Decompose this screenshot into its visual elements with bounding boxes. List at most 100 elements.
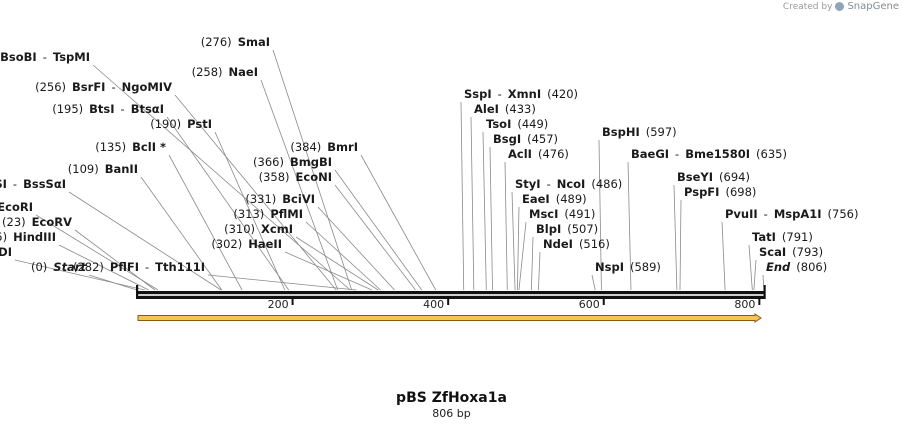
enzyme-name: EcoRI — [0, 200, 33, 214]
site-label-486[interactable]: StyI - NcoI (486) — [515, 177, 622, 191]
site-label-694[interactable]: BseYI (694) — [677, 170, 750, 184]
site-label-793[interactable]: ScaI (793) — [759, 245, 823, 259]
enzyme-name: BsrFI — [72, 80, 105, 94]
site-label-195[interactable]: (195) BtsI - BtsαI — [52, 102, 164, 116]
site-position: (384) — [290, 140, 321, 154]
site-label-384[interactable]: (384) BmrI — [290, 140, 358, 154]
site-position: (358) — [259, 170, 290, 184]
site-label-489[interactable]: EaeI (489) — [522, 192, 587, 206]
insert-feature-arrow[interactable] — [137, 313, 762, 323]
site-label-274[interactable]: (274)AvaI-XmaI-BsoBI-TspMI — [0, 50, 90, 64]
site-label-806[interactable]: End (806) — [766, 260, 827, 274]
site-label-10[interactable]: (10)ClaI-BspDI — [0, 245, 12, 259]
site-leader-lines — [14, 49, 765, 291]
site-position: (135) — [95, 140, 126, 154]
site-label-698[interactable]: PspFI (698) — [684, 185, 756, 199]
site-label-491[interactable]: MscI (491) — [529, 207, 595, 221]
site-label-597[interactable]: BspHI (597) — [602, 125, 677, 139]
site-label-0[interactable]: (0) Start — [31, 260, 87, 274]
leader-line-491 — [518, 221, 527, 291]
site-label-516[interactable]: NdeI (516) — [543, 237, 610, 251]
site-label-420[interactable]: SspI - XmnI (420) — [464, 87, 578, 101]
leader-line-589 — [591, 274, 596, 291]
site-position: (597) — [646, 125, 677, 139]
leader-line-433 — [470, 116, 475, 291]
leader-line-507 — [531, 236, 534, 291]
site-label-276[interactable]: (276) SmaI — [201, 35, 270, 49]
site-position: (507) — [567, 222, 598, 236]
site-label-331[interactable]: (331) BciVI — [245, 192, 315, 206]
site-label-109[interactable]: (109) BanII — [68, 162, 138, 176]
leader-line-756 — [721, 221, 726, 291]
leader-line-135 — [168, 154, 243, 291]
leader-line-597 — [598, 139, 602, 291]
leader-line-10 — [14, 259, 145, 291]
leader-line-384 — [360, 154, 437, 291]
backbone-top-strand — [137, 291, 765, 295]
site-position: (589) — [630, 260, 661, 274]
site-label-507[interactable]: BlpI (507) — [536, 222, 598, 236]
site-label-433[interactable]: AleI (433) — [474, 102, 536, 116]
enzyme-name: TspMI — [53, 50, 90, 64]
site-label-190[interactable]: (190) PstI — [150, 117, 212, 131]
enzyme-name: XcmI — [261, 222, 293, 236]
enzyme-name: BsoBI — [0, 50, 37, 64]
enzyme-name: AleI — [474, 102, 499, 116]
site-label-457[interactable]: BsgI (457) — [493, 132, 558, 146]
site-label-756[interactable]: PvuII - MspA1I (756) — [725, 207, 858, 221]
site-label-27[interactable]: (27)ApoI-EcoRI — [0, 200, 33, 214]
site-label-310[interactable]: (310) XcmI — [224, 222, 293, 236]
site-position: - — [121, 102, 125, 116]
site-label-366[interactable]: (366) BmgBI — [253, 155, 332, 169]
site-position: (516) — [579, 237, 610, 251]
ruler-tick-label: 600 — [579, 298, 600, 311]
site-position: (310) — [224, 222, 255, 236]
leader-line-358 — [334, 184, 416, 291]
enzyme-name: BsgI — [493, 132, 521, 146]
site-position: (15) — [0, 230, 7, 244]
enzyme-name: BspHI — [602, 125, 640, 139]
site-label-23[interactable]: (23) EcoRV — [2, 215, 72, 229]
site-position: (489) — [556, 192, 587, 206]
credit-prefix: Created by — [782, 1, 833, 12]
enzyme-name: NgoMIV — [122, 80, 172, 94]
enzyme-name: NcoI — [557, 177, 586, 191]
site-label-313[interactable]: (313) PflMI — [233, 207, 303, 221]
site-label-589[interactable]: NspI (589) — [595, 260, 661, 274]
site-label-15[interactable]: (15) HindIII — [0, 230, 56, 244]
enzyme-name: NdeI — [543, 237, 573, 251]
site-position: (449) — [517, 117, 548, 131]
enzyme-name: BspDI — [0, 245, 12, 259]
site-position: (698) — [725, 185, 756, 199]
leader-line-195 — [166, 116, 290, 291]
site-position: (793) — [792, 245, 823, 259]
site-label-282[interactable]: (282) PflFI - Tth111I — [73, 260, 205, 274]
enzyme-name: BmrI — [327, 140, 358, 154]
enzyme-name: BtsαI — [131, 102, 164, 116]
site-label-791[interactable]: TatI (791) — [752, 230, 813, 244]
leader-line-457 — [489, 146, 493, 291]
site-position: - — [13, 177, 17, 191]
leader-line-190 — [214, 131, 286, 291]
site-label-256[interactable]: (256) BsrFI - NgoMIV — [35, 80, 172, 94]
site-label-108[interactable]: (108)BssSI-BssSαI — [0, 177, 66, 191]
site-position: (0) — [31, 260, 47, 274]
ruler-tick-200 — [291, 296, 294, 305]
site-label-635[interactable]: BaeGI - Bme1580I (635) — [631, 147, 787, 161]
site-label-302[interactable]: (302) HaeII — [211, 237, 282, 251]
site-position: (433) — [505, 102, 536, 116]
feature-arrow[interactable] — [137, 313, 762, 323]
site-label-135[interactable]: (135) BclI * — [95, 140, 166, 154]
site-position: (457) — [527, 132, 558, 146]
site-label-449[interactable]: TsoI (449) — [486, 117, 548, 131]
enzyme-name: NspI — [595, 260, 624, 274]
enzyme-name: MspA1I — [774, 207, 822, 221]
site-position: (23) — [2, 215, 26, 229]
leader-line-694 — [673, 184, 678, 291]
ruler-tick-label: 200 — [268, 298, 289, 311]
enzyme-name: XmnI — [508, 87, 541, 101]
site-label-476[interactable]: AclI (476) — [508, 147, 569, 161]
site-label-258[interactable]: (258) NaeI — [192, 65, 258, 79]
enzyme-name: TatI — [752, 230, 776, 244]
site-label-358[interactable]: (358) EcoNI — [259, 170, 332, 184]
